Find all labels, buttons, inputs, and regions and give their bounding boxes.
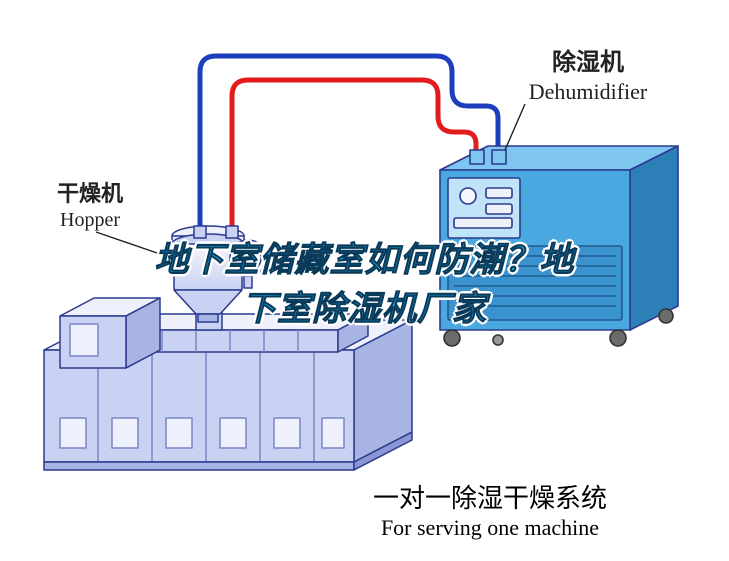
overlay-line2: 下室除湿机厂家 [236,281,493,330]
panel-button-icon [486,188,512,198]
panel-gauge-icon [460,188,476,204]
dehumidifier-label-en: Dehumidifier [478,78,698,106]
dehumidifier-label: 除湿机 Dehumidifier [478,48,698,106]
panel-button-icon [486,204,512,214]
dehumidifier-label-cn: 除湿机 [478,48,698,78]
overlay-title: 地下室储藏室如何防潮？地 下室除湿机厂家 [0,232,729,330]
caption-en: For serving one machine [300,515,680,541]
caption-cn: 一对一除湿干燥系统 [300,478,680,515]
system-caption: 一对一除湿干燥系统 For serving one machine [300,478,680,541]
inlet-stub [492,150,506,164]
diagram-stage: 干燥机 Hopper 除湿机 Dehumidifier 一对一除湿干燥系统 Fo… [0,0,729,561]
base-plinth [44,462,354,470]
hopper-label-en: Hopper [20,208,160,233]
overlay-line1: 地下室储藏室如何防潮？地 [149,232,581,281]
hopper-label: 干燥机 Hopper [20,180,160,233]
panel-button-icon [454,218,512,228]
inlet-stub [470,150,484,164]
hopper-label-cn: 干燥机 [20,180,160,208]
leader-dehumidifier [505,104,525,150]
